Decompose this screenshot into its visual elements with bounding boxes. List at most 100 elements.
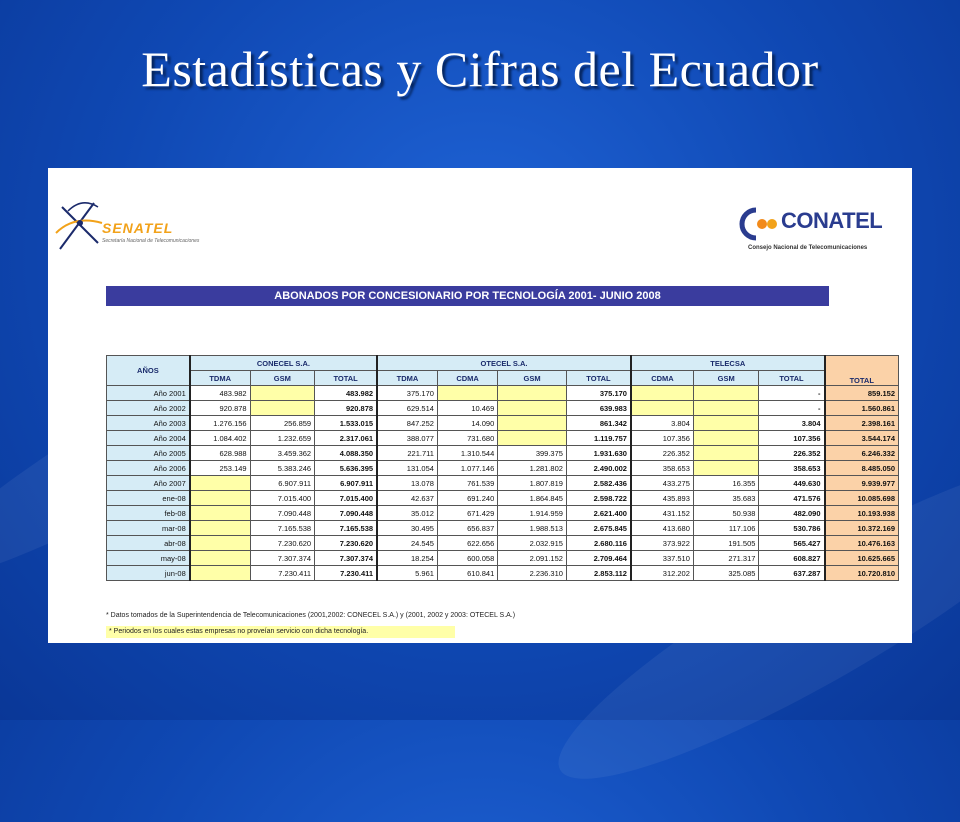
table-cell-o-total: 861.342 bbox=[565, 415, 632, 431]
table-cell-o-gsm: 2.091.152 bbox=[497, 550, 567, 566]
table-cell-t-gsm bbox=[692, 460, 760, 476]
table-cell-o-gsm: 1.864.845 bbox=[497, 490, 567, 506]
subheader-cell: CDMA bbox=[629, 370, 694, 386]
table-cell-o-total: 2.680.116 bbox=[565, 535, 632, 551]
table-cell-c-tdma bbox=[188, 565, 251, 581]
years-header: AÑOS bbox=[105, 355, 191, 386]
table-row: abr-08 7.230.620 7.230.620 24.545 622.656 2.0… bbox=[105, 535, 899, 551]
table-cell-o-cdma: 761.539 bbox=[436, 475, 499, 491]
table-cell-o-cdma: 10.469 bbox=[436, 400, 499, 416]
source-note: * Datos tomados de la Superintendencia d… bbox=[106, 612, 516, 619]
table-cell-t-gsm bbox=[692, 400, 760, 416]
table-row: Año 2001 483.982 483.982 375.170 375.170-859… bbox=[105, 385, 899, 401]
table-row: jun-08 7.230.411 7.230.411 5.961 610.841 2.23… bbox=[105, 565, 899, 581]
table-cell-total: 2.398.161 bbox=[823, 415, 899, 431]
table-banner: ABONADOS POR CONCESIONARIO POR TECNOLOGÍ… bbox=[106, 286, 829, 306]
table-cell-c-gsm bbox=[249, 385, 316, 401]
grand-total-header: TOTAL bbox=[823, 355, 899, 386]
table-cell-total: 10.193.938 bbox=[823, 505, 899, 521]
table-cell-o-total: 375.170 bbox=[565, 385, 632, 401]
senatel-wordmark: SENATEL bbox=[102, 220, 174, 236]
table-cell-total: 10.625.665 bbox=[823, 550, 899, 566]
table-cell-c-total: 5.636.395 bbox=[314, 460, 378, 476]
table-cell-c-tdma: 1.084.402 bbox=[188, 430, 251, 446]
table-cell-c-total: 483.982 bbox=[314, 385, 378, 401]
table-cell-t-gsm bbox=[692, 445, 760, 461]
table-cell-c-total: 1.533.015 bbox=[314, 415, 378, 431]
table-cell-o-cdma: 691.240 bbox=[436, 490, 499, 506]
table-cell-o-cdma bbox=[436, 385, 499, 401]
table-cell-t-cdma bbox=[629, 385, 694, 401]
table-cell-t-cdma: 433.275 bbox=[629, 475, 694, 491]
table-cell-c-gsm: 256.859 bbox=[249, 415, 316, 431]
table-cell-c-gsm: 7.165.538 bbox=[249, 520, 316, 536]
table-cell-c-tdma bbox=[188, 520, 251, 536]
table-row: feb-08 7.090.448 7.090.448 35.012 671.429 1.9… bbox=[105, 505, 899, 521]
table-cell-c-gsm: 7.090.448 bbox=[249, 505, 316, 521]
table-cell-c-total: 7.307.374 bbox=[314, 550, 378, 566]
group-header-otecel: OTECEL S.A. bbox=[376, 355, 632, 371]
table-cell-total: 9.939.977 bbox=[823, 475, 899, 491]
row-period-label: jun-08 bbox=[105, 565, 191, 581]
slide-title: Estadísticas y Cifras del Ecuador bbox=[141, 41, 819, 97]
table-cell-c-tdma bbox=[188, 490, 251, 506]
subheader-cell: TOTAL bbox=[758, 370, 826, 386]
table-cell-t-cdma: 107.356 bbox=[629, 430, 694, 446]
subscribers-table: AÑOS CONECEL S.A. OTECEL S.A. TELECSA TO… bbox=[105, 355, 899, 581]
table-cell-c-tdma: 628.988 bbox=[188, 445, 251, 461]
table-cell-o-total: 2.675.845 bbox=[565, 520, 632, 536]
row-period-label: Año 2004 bbox=[105, 430, 191, 446]
table-cell-t-gsm bbox=[692, 430, 760, 446]
table-cell-c-total: 7.165.538 bbox=[314, 520, 378, 536]
row-period-label: may-08 bbox=[105, 550, 191, 566]
table-cell-o-total: 1.119.757 bbox=[565, 430, 632, 446]
table-cell-o-gsm bbox=[497, 385, 567, 401]
subheader-cell: GSM bbox=[497, 370, 567, 386]
table-cell-o-cdma: 610.841 bbox=[436, 565, 499, 581]
subheader-cell: GSM bbox=[692, 370, 760, 386]
table-cell-o-cdma: 600.058 bbox=[436, 550, 499, 566]
table-cell-o-gsm: 1.914.959 bbox=[497, 505, 567, 521]
table-cell-o-gsm: 1.988.513 bbox=[497, 520, 567, 536]
table-cell-o-tdma: 375.170 bbox=[376, 385, 438, 401]
table-cell-c-gsm: 3.459.362 bbox=[249, 445, 316, 461]
senatel-subtitle: Secretaría Nacional de Telecomunicacione… bbox=[102, 238, 200, 244]
table-cell-o-tdma: 24.545 bbox=[376, 535, 438, 551]
table-cell-c-gsm bbox=[249, 400, 316, 416]
table-cell-t-gsm: 271.317 bbox=[692, 550, 760, 566]
table-cell-t-gsm bbox=[692, 415, 760, 431]
table-body: Año 2001 483.982 483.982 375.170 375.170-859… bbox=[105, 385, 899, 581]
table-cell-t-gsm bbox=[692, 385, 760, 401]
table-row: may-08 7.307.374 7.307.374 18.254 600.058 2.0… bbox=[105, 550, 899, 566]
table-cell-o-cdma: 1.310.544 bbox=[436, 445, 499, 461]
table-cell-o-gsm: 2.236.310 bbox=[497, 565, 567, 581]
table-cell-t-total: - bbox=[758, 385, 826, 401]
table-row: Año 2005 628.988 3.459.362 4.088.350 221.711… bbox=[105, 445, 899, 461]
table-cell-o-total: 2.709.464 bbox=[565, 550, 632, 566]
table-row: mar-08 7.165.538 7.165.538 30.495 656.837 1.9… bbox=[105, 520, 899, 536]
table-cell-o-cdma: 656.837 bbox=[436, 520, 499, 536]
table-cell-t-total: 107.356 bbox=[758, 430, 826, 446]
table-cell-total: 3.544.174 bbox=[823, 430, 899, 446]
row-period-label: Año 2002 bbox=[105, 400, 191, 416]
table-cell-o-tdma: 42.637 bbox=[376, 490, 438, 506]
subheader-cell: CDMA bbox=[436, 370, 499, 386]
table-cell-c-total: 7.015.400 bbox=[314, 490, 378, 506]
table-cell-t-total: 637.287 bbox=[758, 565, 826, 581]
table-cell-o-cdma: 14.090 bbox=[436, 415, 499, 431]
table-cell-c-tdma: 253.149 bbox=[188, 460, 251, 476]
table-cell-c-tdma bbox=[188, 475, 251, 491]
subheader-cell: TOTAL bbox=[565, 370, 632, 386]
table-cell-t-cdma: 435.893 bbox=[629, 490, 694, 506]
table-cell-o-tdma: 388.077 bbox=[376, 430, 438, 446]
row-period-label: Año 2001 bbox=[105, 385, 191, 401]
subheader-cell: TDMA bbox=[376, 370, 438, 386]
table-cell-o-tdma: 35.012 bbox=[376, 505, 438, 521]
table-cell-t-cdma: 312.202 bbox=[629, 565, 694, 581]
table-cell-t-gsm: 325.085 bbox=[692, 565, 760, 581]
table-cell-o-total: 2.490.002 bbox=[565, 460, 632, 476]
conatel-subtitle: Consejo Nacional de Telecomunicaciones bbox=[748, 245, 868, 251]
table-cell-total: 10.720.810 bbox=[823, 565, 899, 581]
table-cell-c-tdma: 920.878 bbox=[188, 400, 251, 416]
group-header-telecsa: TELECSA bbox=[629, 355, 826, 371]
